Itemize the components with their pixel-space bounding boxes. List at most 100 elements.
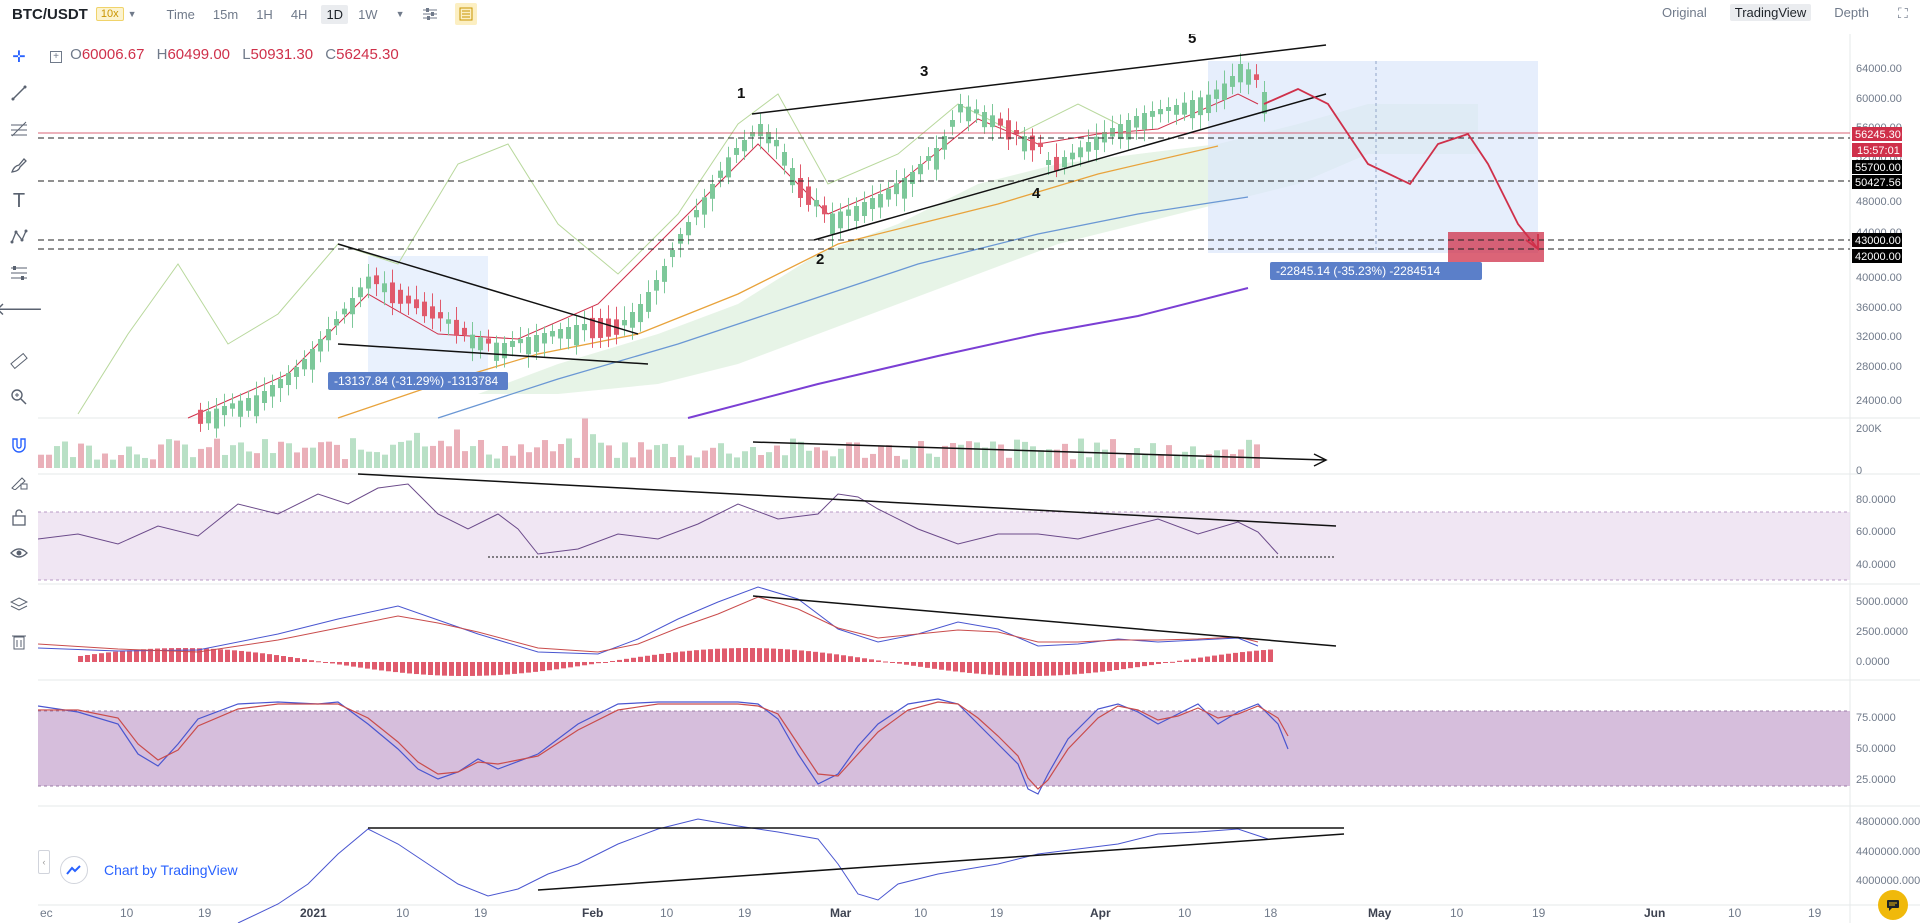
- candle-body: [310, 349, 315, 370]
- volume-bar: [1046, 449, 1052, 468]
- macd-hist-bar: [344, 662, 349, 666]
- candle-body: [454, 319, 459, 336]
- volume-bar: [110, 459, 116, 468]
- stoch-axis: 75.0000 50.0000 25.0000: [1856, 712, 1896, 786]
- text-icon[interactable]: T: [12, 189, 26, 212]
- forecast-icon[interactable]: [6, 260, 32, 286]
- magnet-icon[interactable]: [6, 432, 32, 458]
- volume-bar: [742, 451, 748, 468]
- volume-bar: [870, 453, 876, 468]
- macd-hist-bar: [736, 648, 741, 662]
- lock-drawing-icon[interactable]: [6, 468, 32, 494]
- leverage-badge[interactable]: 10x: [95, 7, 124, 21]
- volume-bar: [174, 440, 180, 468]
- volume-bar: [230, 445, 236, 468]
- high-label: H: [156, 46, 168, 63]
- brush-icon[interactable]: [6, 152, 32, 178]
- interval-1d[interactable]: 1D: [321, 4, 349, 24]
- volume-bar: [1198, 459, 1204, 468]
- candle-body: [1222, 83, 1227, 100]
- candle-body: [478, 337, 483, 351]
- candle-body: [886, 188, 891, 200]
- candle-body: [902, 178, 907, 199]
- macd-hist-bar: [1268, 649, 1273, 662]
- volume-bar: [910, 447, 916, 468]
- interval-1h[interactable]: 1H: [256, 6, 273, 22]
- candle-body: [534, 335, 539, 352]
- candle-body: [1006, 120, 1011, 140]
- crosshair-icon[interactable]: ✛: [12, 49, 26, 66]
- macd-hist-bar: [687, 650, 692, 662]
- tradingview-brand[interactable]: Chart by TradingView: [60, 856, 238, 884]
- more-intervals-icon[interactable]: ▼: [395, 9, 405, 19]
- volume-bar: [302, 447, 308, 468]
- candle-body: [550, 331, 555, 337]
- macd-hist-bar: [267, 654, 272, 662]
- candle-body: [398, 289, 403, 304]
- macd-hist-bar: [274, 655, 279, 662]
- macd-hist-bar: [1037, 662, 1042, 676]
- volume-bar: [182, 444, 188, 468]
- time-tick: ec: [40, 906, 53, 920]
- interval-time[interactable]: Time: [166, 6, 195, 22]
- eye-icon[interactable]: [6, 540, 32, 566]
- volume-bar: [798, 441, 804, 468]
- expand-legend-icon[interactable]: +: [50, 51, 62, 63]
- interval-4h[interactable]: 4H: [290, 6, 308, 22]
- fib-icon[interactable]: [6, 116, 32, 142]
- candle-body: [374, 275, 379, 285]
- unlock-icon[interactable]: [6, 504, 32, 530]
- macd-hist-bar: [449, 662, 454, 676]
- volume-bar: [854, 442, 860, 468]
- zoom-icon[interactable]: [6, 384, 32, 410]
- view-original[interactable]: Original: [1661, 5, 1707, 20]
- open-value: 60006.67: [81, 46, 145, 63]
- price-tick: 64000.00: [1856, 63, 1902, 75]
- back-arrow-icon[interactable]: 🡐: [0, 298, 44, 319]
- indicator-settings-icon[interactable]: [419, 3, 441, 25]
- macd-hist-bar: [883, 661, 888, 663]
- view-depth[interactable]: Depth: [1834, 5, 1869, 20]
- collapse-panel-icon[interactable]: ‹: [38, 850, 50, 874]
- chat-icon[interactable]: [1878, 890, 1908, 920]
- chart-area[interactable]: 1 2 3 4 5 -13137.84 (-31.29%) -1313784 -…: [38, 34, 1920, 923]
- volume-bar: [462, 451, 468, 468]
- macd-hist-bar: [582, 662, 587, 666]
- volume-bar: [1022, 441, 1028, 468]
- volume-tick: 0: [1856, 465, 1862, 477]
- volume-bar: [614, 457, 620, 468]
- volume-bar: [518, 444, 524, 468]
- price-tick: 24000.00: [1856, 395, 1902, 407]
- symbol-dropdown-icon[interactable]: ▼: [127, 9, 137, 19]
- macd-hist-bar: [358, 662, 363, 668]
- time-tick: 19: [990, 906, 1004, 920]
- ruler-icon[interactable]: [6, 348, 32, 374]
- volume-bar: [1150, 443, 1156, 468]
- trash-icon[interactable]: [6, 628, 32, 654]
- macd-hist-bar: [1212, 655, 1217, 662]
- volume-bar: [430, 445, 436, 468]
- volume-bar: [646, 449, 652, 468]
- view-switcher: Original TradingView Depth: [1639, 4, 1874, 21]
- volume-bar: [1062, 443, 1068, 468]
- interval-1w[interactable]: 1W: [358, 6, 378, 22]
- price-levels: [38, 137, 1850, 250]
- layers-icon[interactable]: [6, 592, 32, 618]
- interval-15m[interactable]: 15m: [212, 6, 239, 22]
- view-tradingview[interactable]: TradingView: [1729, 4, 1812, 21]
- price-tick: 48000.00: [1856, 196, 1902, 208]
- time-axis[interactable]: ec 10 19 2021 10 19 Feb 10 19 Mar 10 19 Apr 10 18 May 10…: [40, 906, 1822, 920]
- obv-tick: 4800000.0000: [1856, 816, 1920, 828]
- studies-icon[interactable]: [454, 3, 477, 25]
- fullscreen-icon[interactable]: ⛶: [1898, 5, 1908, 21]
- candle-body: [214, 408, 219, 429]
- trend-line-icon[interactable]: [6, 80, 32, 106]
- pattern-icon[interactable]: [6, 224, 32, 250]
- measure-box-left: [368, 256, 488, 376]
- symbol-title[interactable]: BTC/USDT: [12, 5, 88, 23]
- candle-body: [1110, 128, 1115, 137]
- candle-body: [870, 198, 875, 210]
- macd-hist-bar: [197, 648, 202, 662]
- volume-bar: [286, 443, 292, 468]
- volume-bar: [326, 441, 332, 468]
